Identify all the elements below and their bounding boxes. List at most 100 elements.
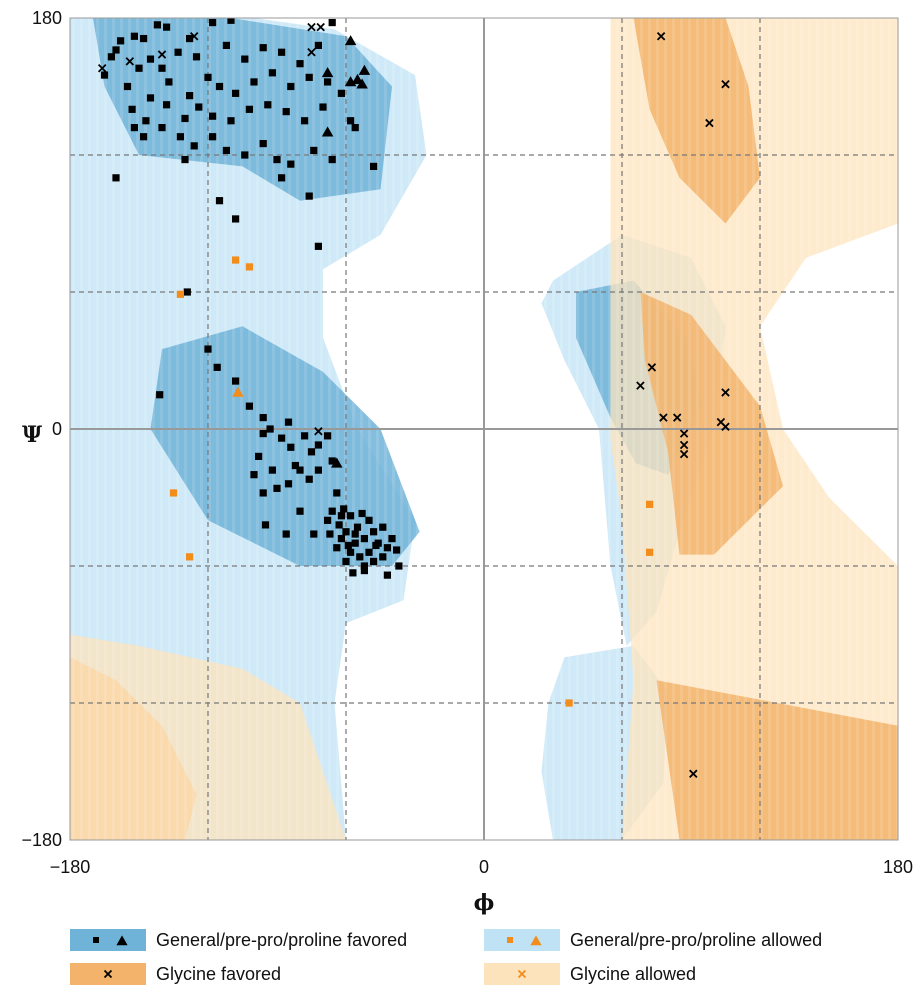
general-pre-pro-proline-favored-square-point xyxy=(158,124,166,132)
glycine-favored-x-point xyxy=(157,50,167,59)
general-pre-pro-proline-favored-square-point xyxy=(287,160,295,168)
general-pre-pro-proline-favored-square-point xyxy=(259,139,267,148)
legend-label-general-favored: General/pre-pro/proline favored xyxy=(156,929,408,950)
general-pre-pro-proline-allowed-square-point xyxy=(232,256,240,264)
general-pre-pro-proline-favored-square-point xyxy=(273,155,281,164)
general-pre-pro-proline-favored-square-point xyxy=(296,60,304,68)
general-pre-pro-proline-favored-square-point xyxy=(393,546,401,554)
general-pre-pro-proline-favored-square-point xyxy=(349,569,357,577)
general-pre-pro-proline-favored-square-point xyxy=(190,142,198,150)
general-pre-pro-proline-favored-square-point xyxy=(301,432,309,440)
general-pre-pro-proline-favored-square-point xyxy=(360,535,368,543)
general-pre-pro-proline-allowed-square-point xyxy=(186,553,194,561)
general-pre-pro-proline-favored-square-point xyxy=(342,528,350,536)
legend-x-mark xyxy=(103,969,113,979)
general-pre-pro-proline-favored-square-point xyxy=(372,541,380,550)
general-pre-pro-proline-favored-square-point xyxy=(284,480,293,488)
general-pre-pro-proline-favored-square-point xyxy=(365,548,373,556)
general-pre-pro-proline-favored-square-point xyxy=(186,34,194,43)
glycine-favored-x-point xyxy=(656,32,666,41)
y-tick-label: 180 xyxy=(32,8,62,28)
general-pre-pro-proline-favored-square-point xyxy=(383,544,391,552)
legend: General/pre-pro/proline favored General/… xyxy=(70,926,910,990)
ramachandran-plot: −180 0 180 180 0 −180 Ψ ϕ xyxy=(21,8,913,916)
general-pre-pro-proline-favored-square-point xyxy=(130,124,138,132)
general-pre-pro-proline-favored-square-point xyxy=(305,73,313,81)
glycine-favored-x-point xyxy=(314,427,323,436)
legend-square-mark xyxy=(93,937,99,943)
general-pre-pro-proline-favored-square-point xyxy=(186,92,194,100)
general-pre-pro-proline-favored-square-point xyxy=(360,566,368,575)
general-pre-pro-proline-favored-square-point xyxy=(333,544,341,552)
general-pre-pro-proline-favored-square-point xyxy=(328,155,336,164)
legend-item-general-allowed: General/pre-pro/proline allowed xyxy=(484,926,822,954)
general-pre-pro-proline-favored-square-point xyxy=(195,103,203,111)
general-pre-pro-proline-favored-square-point xyxy=(107,53,115,61)
general-pre-pro-proline-favored-square-point xyxy=(324,432,332,440)
general-pre-pro-proline-favored-triangle-point xyxy=(358,64,371,75)
general-pre-pro-proline-favored-square-point xyxy=(351,124,359,132)
x-tick-label: 0 xyxy=(479,857,489,877)
general-pre-pro-proline-favored-square-point xyxy=(215,197,224,205)
general-pre-pro-proline-favored-square-point xyxy=(310,146,318,155)
glycine-favored-x-point xyxy=(679,440,689,450)
general-pre-pro-proline-favored-square-point xyxy=(383,571,391,579)
general-pre-pro-proline-favored-square-point xyxy=(370,528,378,536)
legend-triangle-mark xyxy=(116,935,128,946)
general-pre-pro-proline-favored-square-point xyxy=(314,466,322,474)
general-pre-pro-proline-favored-triangle-point xyxy=(356,78,368,89)
glycine-favored-x-point xyxy=(659,413,668,422)
general-pre-pro-proline-favored-square-point xyxy=(192,53,201,61)
general-pre-pro-proline-favored-square-point xyxy=(241,55,249,63)
general-pre-pro-proline-favored-square-point xyxy=(245,402,253,410)
glycine-favored-x-point xyxy=(721,422,730,431)
general-pre-pro-proline-favored-triangle-point xyxy=(351,73,364,84)
general-pre-pro-proline-favored-square-point xyxy=(370,162,378,171)
general-pre-pro-proline-favored-square-point xyxy=(255,452,263,460)
general-pre-pro-proline-allowed-square-point xyxy=(176,290,184,298)
general-pre-pro-proline-favored-square-point xyxy=(227,117,235,125)
general-pre-pro-proline-favored-square-point xyxy=(153,21,161,29)
legend-swatch-fill xyxy=(70,929,146,951)
general-pre-pro-proline-favored-square-point xyxy=(227,18,235,24)
general-pre-pro-proline-favored-square-point xyxy=(209,18,217,27)
general-pre-pro-proline-favored-square-point xyxy=(204,345,212,353)
glycine-favored-x-point xyxy=(636,381,645,390)
general-pre-pro-proline-favored-square-point xyxy=(324,516,332,524)
general-pre-pro-proline-favored-square-point xyxy=(351,539,359,547)
glycine-favored-x-point xyxy=(125,57,135,66)
legend-swatch-glycine-favored xyxy=(70,963,146,985)
general-pre-pro-proline-favored-square-point xyxy=(347,512,355,520)
general-pre-pro-proline-favored-square-point xyxy=(324,78,332,86)
general-pre-pro-proline-favored-square-point xyxy=(215,82,224,91)
glycine-favored-x-point xyxy=(705,118,714,128)
x-tick-label: 180 xyxy=(883,857,913,877)
general-pre-pro-proline-favored-square-point xyxy=(209,133,217,141)
general-pre-pro-proline-favored-square-point xyxy=(388,535,396,543)
general-pre-pro-proline-favored-square-point xyxy=(314,242,322,250)
general-pre-pro-proline-favored-square-point xyxy=(291,461,299,470)
general-pre-pro-proline-favored-square-point xyxy=(347,117,355,125)
legend-swatch-glycine-allowed xyxy=(484,963,560,985)
general-pre-pro-proline-favored-square-point xyxy=(100,71,109,79)
general-pre-pro-proline-allowed-square-point xyxy=(245,263,253,271)
general-pre-pro-proline-favored-square-point xyxy=(250,471,258,479)
general-pre-pro-proline-favored-square-point xyxy=(259,413,267,422)
general-pre-pro-proline-allowed-triangle-point xyxy=(232,386,244,397)
y-axis-title: Ψ xyxy=(22,422,42,448)
legend-item-glycine-favored: Glycine favored xyxy=(70,960,281,988)
general-pre-pro-proline-favored-square-point xyxy=(174,48,182,56)
general-pre-pro-proline-favored-square-point xyxy=(287,443,295,451)
general-pre-pro-proline-favored-square-point xyxy=(204,73,212,81)
legend-swatch-fill xyxy=(484,929,560,951)
general-pre-pro-proline-favored-square-point xyxy=(232,215,240,223)
general-pre-pro-proline-favored-square-point xyxy=(296,466,304,474)
general-pre-pro-proline-favored-triangle-point xyxy=(321,67,334,78)
general-pre-pro-proline-favored-square-point xyxy=(328,507,336,515)
glycine-favored-x-point xyxy=(721,388,730,397)
general-pre-pro-proline-favored-square-point xyxy=(360,562,368,570)
glycine-favored-x-point xyxy=(679,429,689,438)
glycine-favored-x-point xyxy=(316,22,325,32)
general-pre-pro-proline-favored-square-point xyxy=(282,108,290,116)
general-pre-pro-proline-favored-square-point xyxy=(278,434,286,442)
